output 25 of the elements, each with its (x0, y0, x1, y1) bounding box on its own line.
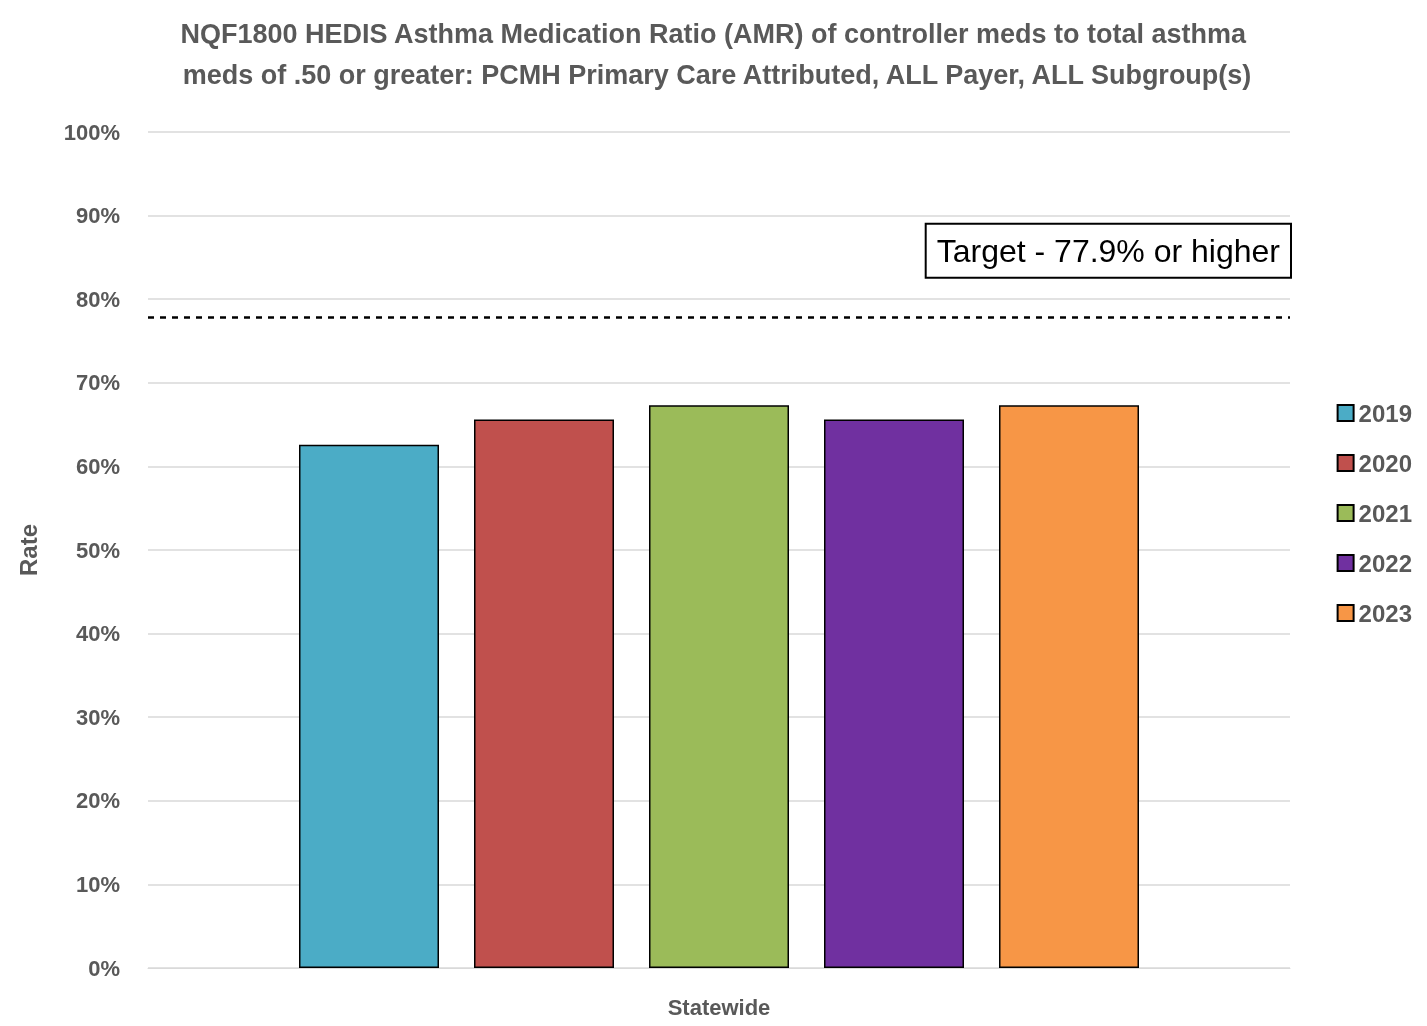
legend-label: 2020 (1358, 449, 1412, 477)
y-tick-label: 40% (75, 621, 120, 647)
y-tick-label: 90% (75, 203, 120, 229)
y-tick-label: 0% (88, 955, 120, 981)
y-tick-label: 60% (75, 453, 120, 479)
bar (474, 419, 614, 968)
bar (299, 444, 439, 968)
y-tick-label: 70% (75, 370, 120, 396)
y-tick-label: 10% (75, 871, 120, 897)
legend-label: 2019 (1358, 399, 1412, 427)
y-tick-label: 30% (75, 704, 120, 730)
y-tick-label: 100% (63, 119, 120, 145)
y-axis-title: Rate (14, 523, 42, 577)
bar (999, 405, 1139, 968)
y-tick-label: 50% (75, 537, 120, 563)
bar (824, 419, 964, 968)
y-tick-label: 80% (75, 286, 120, 312)
bar (649, 405, 789, 968)
ref-line-label: Target - 77.9% or higher (936, 232, 1281, 269)
y-tick-label: 20% (75, 788, 120, 814)
chart-title: NQF1800 HEDIS Asthma Medication Ratio (AMR) of controller meds to total asthma meds of .50 or greater: PCMH Primary Care Attributed, ALL Payer, ALL Subgroup(s) (180, 18, 1254, 90)
legend-label: 2022 (1358, 549, 1412, 577)
legend-label: 2023 (1358, 599, 1412, 627)
legend-label: 2021 (1358, 499, 1412, 527)
x-tick-label: Statewide (667, 994, 771, 1020)
